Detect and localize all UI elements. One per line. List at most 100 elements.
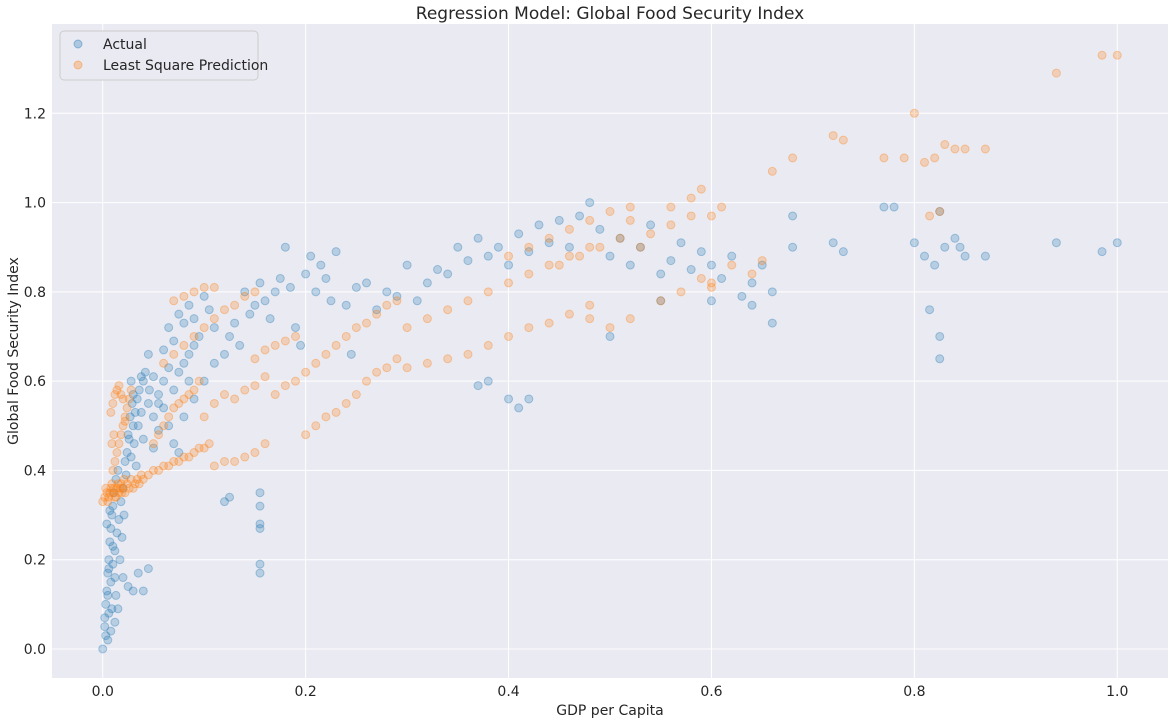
data-point	[108, 398, 118, 408]
data-point	[666, 256, 676, 266]
data-point	[301, 269, 311, 279]
data-point	[625, 215, 635, 225]
data-point	[564, 251, 574, 261]
data-point	[788, 211, 798, 221]
data-point	[106, 407, 116, 417]
data-point	[140, 367, 150, 377]
x-tick-label: 0.8	[903, 684, 925, 700]
data-point	[595, 242, 605, 252]
legend-box	[59, 30, 259, 81]
y-tick-label: 1.0	[24, 196, 46, 212]
data-point	[585, 215, 595, 225]
data-point	[128, 421, 138, 431]
data-point	[179, 340, 189, 350]
data-point	[103, 590, 113, 600]
data-point	[524, 247, 534, 257]
data-point	[179, 358, 189, 368]
data-point	[133, 421, 143, 431]
data-point	[656, 269, 666, 279]
data-point	[483, 376, 493, 386]
data-point	[134, 479, 144, 489]
data-point	[118, 421, 128, 431]
data-point	[104, 564, 114, 574]
data-point	[138, 474, 148, 484]
data-point	[124, 434, 134, 444]
data-point	[265, 314, 275, 324]
data-point	[98, 644, 108, 654]
data-point	[104, 608, 114, 618]
data-point	[341, 331, 351, 341]
data-point	[184, 452, 194, 462]
data-point	[255, 278, 265, 288]
data-point	[285, 282, 295, 292]
data-point	[179, 452, 189, 462]
data-point	[102, 488, 112, 498]
data-point	[935, 354, 945, 364]
data-point	[544, 318, 554, 328]
data-point	[504, 251, 514, 261]
data-point	[148, 412, 158, 422]
data-point	[108, 541, 118, 551]
data-point	[219, 305, 229, 315]
data-point	[706, 282, 716, 292]
data-point	[120, 456, 130, 466]
data-point	[108, 559, 118, 569]
legend-marker-prediction	[73, 60, 83, 70]
data-point	[564, 309, 574, 319]
data-point	[311, 287, 321, 297]
data-point	[110, 456, 120, 466]
data-point	[164, 461, 174, 471]
data-point	[1097, 247, 1107, 257]
data-point	[544, 238, 554, 248]
data-point	[524, 323, 534, 333]
data-point	[169, 349, 179, 359]
data-point	[110, 546, 120, 556]
data-point	[925, 305, 935, 315]
data-point	[106, 523, 116, 533]
x-tick-label: 0.0	[92, 684, 114, 700]
data-point	[443, 269, 453, 279]
data-point	[625, 202, 635, 212]
data-point	[164, 421, 174, 431]
data-point	[159, 403, 169, 413]
data-point	[138, 434, 148, 444]
data-point	[148, 372, 158, 382]
data-point	[706, 296, 716, 306]
data-point	[301, 367, 311, 377]
data-point	[255, 488, 265, 498]
data-point	[676, 287, 686, 297]
data-point	[125, 412, 135, 422]
data-point	[935, 331, 945, 341]
data-point	[159, 376, 169, 386]
data-point	[696, 184, 706, 194]
data-point	[179, 291, 189, 301]
data-point	[1112, 50, 1122, 60]
data-point	[372, 309, 382, 319]
data-point	[473, 233, 483, 243]
data-point	[483, 340, 493, 350]
data-point	[463, 296, 473, 306]
data-point	[504, 394, 514, 404]
data-point	[104, 555, 114, 565]
data-point	[103, 497, 113, 507]
data-point	[443, 354, 453, 364]
data-point	[159, 345, 169, 355]
data-point	[554, 260, 564, 270]
data-point	[126, 376, 136, 386]
data-point	[136, 470, 146, 480]
data-point	[382, 300, 392, 310]
data-point	[230, 300, 240, 310]
x-axis-label: GDP per Capita	[556, 703, 663, 719]
data-point	[940, 242, 950, 252]
data-point	[219, 456, 229, 466]
data-point	[331, 247, 341, 257]
data-point	[290, 331, 300, 341]
data-point	[788, 242, 798, 252]
data-point	[412, 296, 422, 306]
data-point	[595, 224, 605, 234]
data-point	[351, 282, 361, 292]
data-point	[113, 604, 123, 614]
data-point	[255, 568, 265, 578]
data-point	[473, 381, 483, 391]
data-point	[575, 211, 585, 221]
